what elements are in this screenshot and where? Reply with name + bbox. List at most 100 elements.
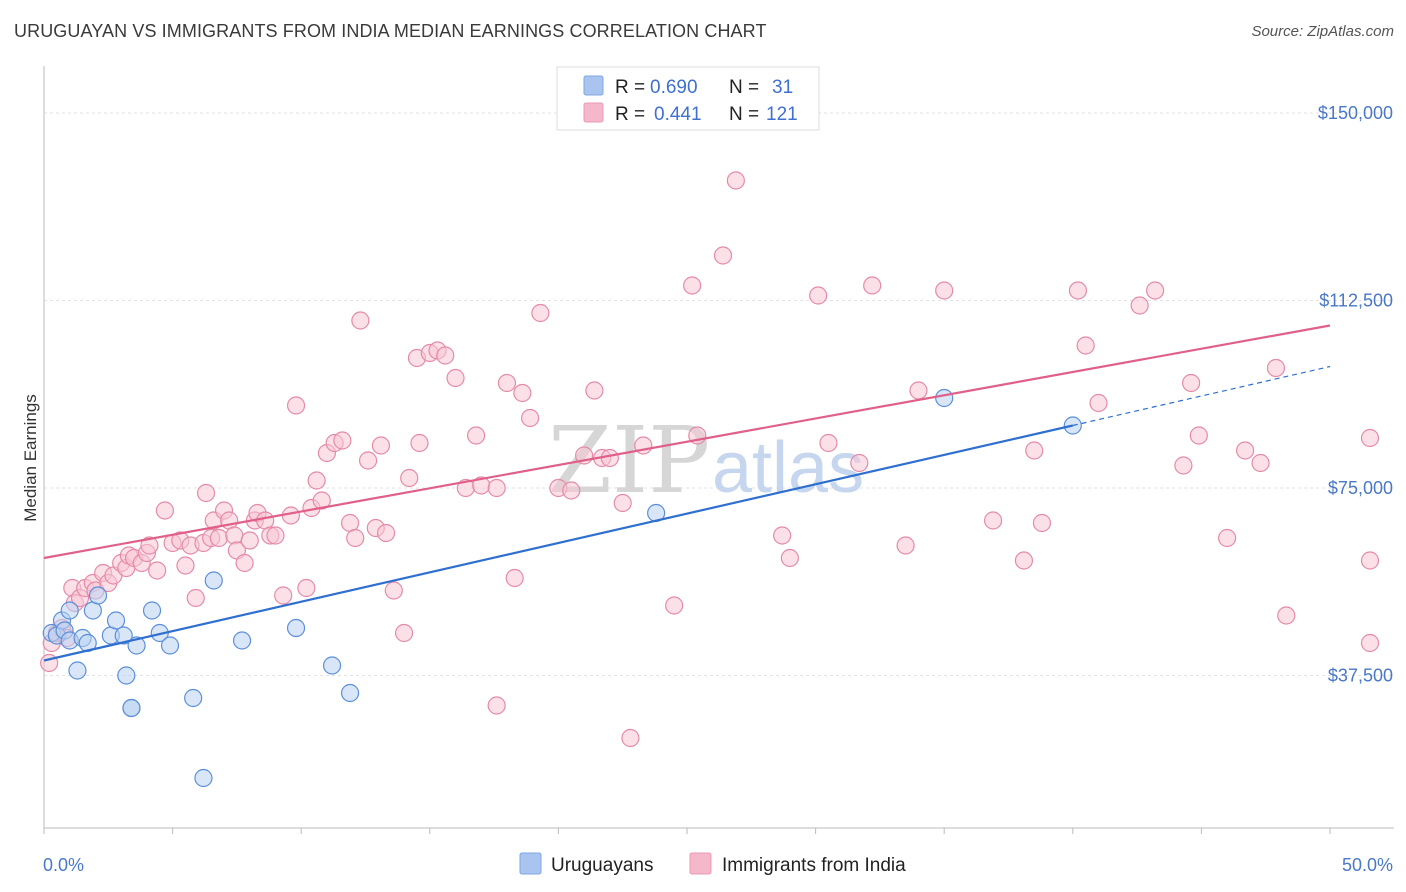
india-point (863, 276, 882, 295)
axes (43, 66, 1394, 834)
uruguayans-point (106, 611, 126, 630)
india-point (307, 471, 326, 490)
india-point (155, 501, 174, 520)
legend-r-value: 0.441 (654, 104, 702, 125)
india-point (186, 588, 205, 608)
india-point (240, 531, 259, 550)
india-point (446, 368, 465, 388)
uruguayans-point (68, 661, 87, 680)
india-point (819, 433, 838, 453)
india-point (850, 453, 869, 473)
legend-n-label: N = (729, 104, 759, 125)
india-point (935, 281, 954, 300)
uruguayans-point (232, 631, 252, 650)
india-point (346, 528, 365, 548)
india-point (286, 396, 306, 415)
india-point (531, 303, 550, 323)
uruguayans-trend-line (43, 424, 1074, 662)
x-tick-label: 0.0% (43, 855, 84, 875)
india-point (196, 483, 216, 503)
uruguayans-point (142, 601, 162, 620)
india-point (562, 481, 581, 500)
india-point (909, 381, 928, 400)
uruguayans-point (114, 626, 133, 645)
india-point (1014, 551, 1034, 570)
india-point (1089, 393, 1108, 413)
legend-n-label: N = (729, 77, 759, 98)
india-point (333, 431, 352, 450)
india-point (983, 511, 1003, 530)
india-point (1277, 606, 1296, 625)
uruguayans-point (322, 656, 342, 675)
india-point (505, 568, 524, 588)
y-axis-label: Median Earnings (21, 394, 40, 522)
uruguayans-point (204, 571, 223, 590)
legend-bottom: Uruguayans Immigrants from India (519, 852, 906, 876)
india-point (1174, 456, 1193, 475)
legend-r-label: R = (615, 77, 645, 98)
legend-swatch-uruguayans (583, 75, 604, 96)
india-point (225, 526, 244, 545)
india-point (371, 436, 391, 455)
india-point (1251, 453, 1270, 473)
india-point (621, 728, 640, 748)
india-point (1218, 528, 1237, 548)
india-trend-line (43, 324, 1331, 560)
india-point (400, 468, 419, 488)
india-point (384, 581, 403, 600)
india-point (1068, 281, 1088, 300)
y-tick-label: $37,500 (1328, 666, 1393, 686)
india-point (780, 548, 799, 568)
uruguayans-point (160, 636, 180, 655)
source-label: Source: ZipAtlas.com (1251, 23, 1394, 40)
india-point (1025, 441, 1044, 460)
india-point (274, 586, 293, 605)
india-point (726, 171, 745, 190)
uruguayans-point (935, 388, 954, 408)
x-tick-labels: 0.0% 50.0% (43, 855, 1393, 875)
india-point (376, 523, 396, 543)
india-point (1182, 373, 1201, 393)
india-point (487, 696, 506, 715)
india-point (1360, 633, 1380, 653)
legend-swatch-uruguayans (519, 852, 542, 875)
y-tick-label: $112,500 (1319, 291, 1393, 311)
uruguayans-point (194, 768, 213, 788)
india-point (466, 426, 486, 445)
legend-r-value: 0.690 (650, 77, 698, 98)
legend-n-value: 121 (766, 104, 798, 125)
india-point (1076, 336, 1095, 355)
uruguayans-point (117, 666, 136, 685)
series-uruguayans-points (42, 388, 1082, 788)
y-tick-labels: $37,500 $75,000 $112,500 $150,000 (1318, 103, 1393, 686)
india-point (266, 526, 285, 545)
india-point (358, 451, 378, 470)
india-point (713, 246, 733, 265)
india-point (1146, 281, 1165, 300)
uruguayans-point (286, 618, 306, 638)
chart-title: URUGUAYAN VS IMMIGRANTS FROM INDIA MEDIA… (14, 21, 767, 41)
india-point (487, 478, 506, 498)
india-point (683, 276, 702, 295)
uruguayans-trend-extension (1072, 365, 1331, 427)
india-point (521, 408, 540, 428)
trend-lines (43, 324, 1331, 662)
legend-swatch-india (689, 852, 712, 875)
india-point (1130, 296, 1149, 315)
india-point (209, 528, 228, 548)
india-point (497, 373, 517, 393)
india-point (436, 346, 455, 365)
india-point (773, 526, 792, 545)
india-point (140, 536, 159, 555)
y-tick-label: $75,000 (1328, 478, 1393, 498)
india-point (600, 448, 619, 468)
legend-label-india: Immigrants from India (722, 855, 906, 876)
india-point (176, 556, 195, 575)
legend-label-uruguayans: Uruguayans (551, 855, 653, 876)
legend-r-label: R = (615, 104, 645, 125)
watermark-atlas: atlas (712, 428, 864, 508)
uruguayans-point (340, 683, 360, 703)
india-point (235, 553, 254, 573)
india-point (896, 536, 915, 555)
